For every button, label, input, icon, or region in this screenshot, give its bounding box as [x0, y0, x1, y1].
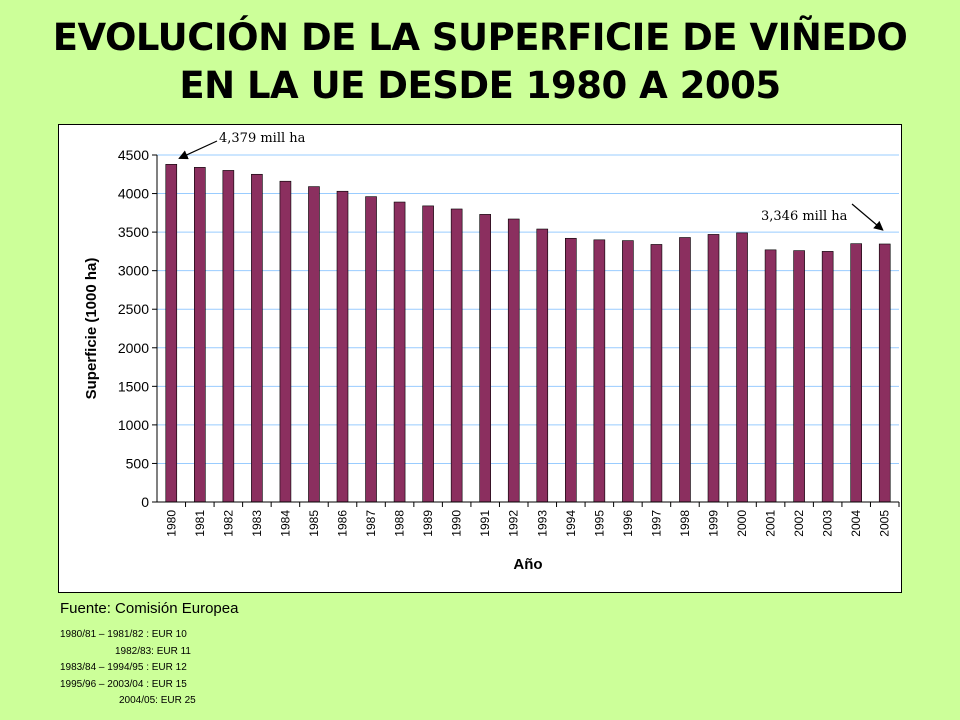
- bar: [251, 173, 263, 503]
- x-tick-label: 2004: [849, 510, 863, 537]
- note-line: 1982/83: EUR 11: [115, 645, 191, 657]
- y-tick-label: 1000: [118, 417, 149, 433]
- bar: [679, 237, 691, 503]
- bar: [650, 244, 663, 503]
- page-title: EVOLUCIÓN DE LA SUPERFICIE DE VIÑEDO EN …: [0, 14, 960, 110]
- x-tick-label: 1993: [535, 510, 549, 537]
- x-tick-label: 1991: [478, 510, 492, 537]
- x-tick-label: 2001: [764, 510, 778, 537]
- note-line: 1983/84 – 1994/95 : EUR 12: [60, 662, 187, 673]
- x-tick-label: 1990: [450, 510, 464, 537]
- x-tick-label: 1981: [193, 510, 207, 537]
- bar: [222, 170, 235, 503]
- bar: [308, 186, 320, 503]
- x-tick-label: 1999: [707, 510, 721, 537]
- bar: [165, 164, 178, 503]
- note-line: 1995/96 – 2003/04 : EUR 15: [60, 678, 187, 690]
- title-line-2: EN LA UE DESDE 1980 A 2005: [179, 64, 781, 107]
- bar: [793, 250, 805, 503]
- x-tick-label: 1982: [221, 510, 235, 537]
- bar: [450, 208, 463, 503]
- y-tick-label: 1500: [118, 378, 149, 394]
- annotation-label: 4,379 mill ha: [219, 131, 306, 146]
- bar: [850, 243, 862, 503]
- notes-list: 1980/81 – 1981/82 : EUR 10 1982/83: EUR …: [60, 627, 196, 710]
- bar: [593, 239, 606, 503]
- y-tick-label: 2000: [118, 340, 149, 356]
- x-tick-label: 1987: [364, 510, 378, 537]
- chart-area: 0 500 1000 1500 2000 2500 3000 3500 4000 4500 1980…: [58, 124, 902, 593]
- annotation-label: 3,346 mill ha: [761, 209, 848, 224]
- bar: [393, 201, 406, 503]
- bar: [736, 232, 748, 503]
- x-tick-label: 1989: [421, 510, 435, 537]
- x-tick-label: 1984: [278, 510, 292, 537]
- x-tick-label: 1985: [307, 510, 321, 537]
- annotation-arrow: [851, 203, 884, 231]
- x-tick-label: 1988: [393, 510, 407, 537]
- bar: [194, 167, 206, 503]
- bar: [279, 180, 292, 503]
- bar: [622, 240, 634, 503]
- annotation-arrow: [178, 140, 218, 160]
- note-line: 1980/81 – 1981/82 : EUR 10: [60, 629, 187, 640]
- bar: [764, 249, 777, 503]
- y-tick-label: 3500: [118, 224, 149, 240]
- x-tick-label: 1994: [564, 510, 578, 537]
- bar: [479, 214, 491, 503]
- x-tick-label: 1995: [592, 510, 606, 537]
- bar: [365, 196, 377, 503]
- title-line-1: EVOLUCIÓN DE LA SUPERFICIE DE VIÑEDO: [52, 16, 908, 59]
- y-tick-label: 3000: [118, 263, 149, 279]
- y-tick-label: 4000: [118, 186, 149, 202]
- x-tick-label: 1996: [621, 510, 635, 537]
- bar: [336, 190, 349, 503]
- bar: [707, 234, 720, 503]
- y-axis-title: Superficie (1000 ha): [83, 258, 100, 400]
- x-tick-label: 1997: [649, 510, 663, 537]
- bar: [507, 218, 520, 503]
- bar: [422, 205, 434, 503]
- x-axis-title: Año: [513, 556, 542, 573]
- bar: [821, 251, 834, 503]
- bar: [878, 243, 891, 503]
- y-tick-label: 500: [126, 455, 150, 471]
- bar-chart: 0 500 1000 1500 2000 2500 3000 3500 4000 4500 1980…: [83, 131, 900, 573]
- x-tick-label: 1992: [507, 510, 521, 537]
- x-tick-label: 1980: [164, 510, 178, 537]
- bar: [536, 228, 549, 503]
- x-tick-label: 2005: [878, 510, 892, 537]
- x-tick-label: 1986: [336, 510, 350, 537]
- bar: [565, 237, 577, 503]
- x-tick-label: 1983: [250, 510, 264, 537]
- x-tick-label: 2003: [821, 510, 835, 537]
- y-tick-label: 0: [141, 494, 149, 510]
- y-tick-label: 2500: [118, 301, 149, 317]
- y-tick-label: 4500: [118, 147, 149, 163]
- x-tick-label: 2002: [792, 510, 806, 537]
- x-tick-label: 1998: [678, 510, 692, 537]
- x-tick-label: 2000: [735, 510, 749, 537]
- source-text: Fuente: Comisión Europea: [60, 600, 239, 617]
- note-line: 2004/05: EUR 25: [119, 695, 196, 706]
